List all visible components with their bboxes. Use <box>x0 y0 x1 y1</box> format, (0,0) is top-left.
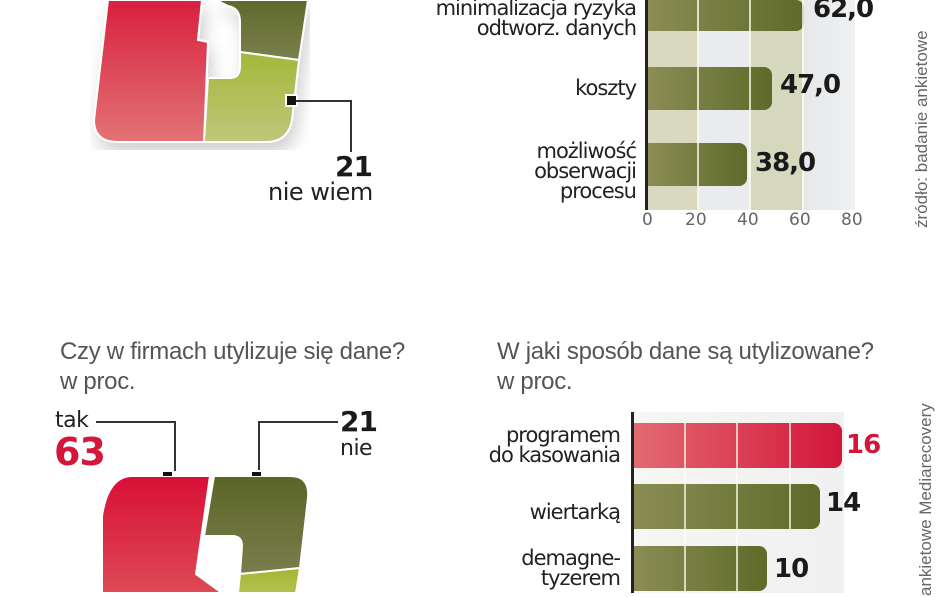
x-tick-80: 80 <box>841 210 863 230</box>
label-line: demagne- <box>521 546 621 570</box>
bottom-left-shape-chart <box>100 475 320 594</box>
category-label-programem: programem do kasowania <box>420 423 621 467</box>
bottom-left-title: Czy w firmach utylizuje się dane? w proc… <box>60 337 405 397</box>
chart-title: W jaki sposób dane są utylizowane? <box>497 338 874 365</box>
label-line: do kasowania <box>488 443 621 467</box>
gridline-2 <box>736 423 738 593</box>
value-minimalizacja: 62,0 <box>813 0 874 24</box>
category-label-minimalizacja: minimalizacja ryzyka odtworz. danych <box>376 0 637 40</box>
chart-subtitle: w proc. <box>497 368 573 395</box>
bar-minimalizacja <box>648 0 804 31</box>
gridline-40 <box>749 0 751 210</box>
chart-title: Czy w firmach utylizuje się dane? <box>60 338 405 365</box>
label-line: odtworz. danych <box>476 16 637 40</box>
value-mozliwosc: 38,0 <box>755 148 816 178</box>
value-demagnetyzerem: 10 <box>774 554 809 584</box>
bar-programem <box>634 423 842 468</box>
bar-wiertarka <box>634 484 820 529</box>
source-note-top: źródło: badanie ankietowe <box>912 30 931 228</box>
tak-label: tak <box>55 408 89 433</box>
nie-wiem-leader-line <box>296 100 352 152</box>
gridline-1 <box>684 423 686 593</box>
gridline-60 <box>802 0 804 210</box>
category-label-demagnetyzerem: demagne- tyzerem <box>420 546 621 590</box>
label-line: tyzerem <box>540 566 621 590</box>
category-label-koszty: koszty <box>436 76 637 100</box>
value-wiertarka: 14 <box>826 488 861 518</box>
x-tick-20: 20 <box>685 210 707 230</box>
x-tick-60: 60 <box>789 210 811 230</box>
gridline-3 <box>789 423 791 529</box>
nie-leader-line <box>258 421 338 471</box>
x-tick-0: 0 <box>642 210 653 230</box>
nie-wiem-label: nie wiem <box>268 178 373 206</box>
tak-value: 63 <box>54 430 106 474</box>
nie-value: 21 <box>340 405 378 438</box>
category-label-wiertarka: wiertarką <box>420 500 621 524</box>
label-line: procesu <box>559 179 637 203</box>
gridline-20 <box>697 0 699 210</box>
category-label-mozliwosc: możliwość obserwacji procesu <box>436 139 637 203</box>
label-line: obserwacji <box>534 159 637 183</box>
shape-chart-graphic <box>101 475 310 594</box>
nie-wiem-marker <box>285 94 298 107</box>
bar-koszty <box>648 67 772 110</box>
bar-demagnetyzerem <box>634 546 767 591</box>
shape-chart-graphic <box>92 0 310 143</box>
nie-wiem-value: 21 <box>335 150 373 183</box>
label-line: koszty <box>575 76 637 100</box>
value-programem: 16 <box>846 430 881 460</box>
label-line: możliwość <box>536 139 637 163</box>
label-line: minimalizacja ryzyka <box>435 0 637 20</box>
band-60-80 <box>803 0 855 210</box>
chart-subtitle: w proc. <box>60 368 136 395</box>
tak-leader-line <box>96 421 176 471</box>
bottom-right-title: W jaki sposób dane są utylizowane? w pro… <box>497 337 874 397</box>
label-line: programem <box>505 423 621 447</box>
x-tick-40: 40 <box>737 210 759 230</box>
label-line: wiertarką <box>529 500 621 524</box>
nie-label: nie <box>340 436 373 461</box>
y-axis-line <box>631 412 634 593</box>
top-left-shape-chart <box>90 0 310 150</box>
value-koszty: 47,0 <box>780 70 841 100</box>
source-note-bottom: ankietowe Mediarecovery <box>916 403 935 596</box>
y-axis-line <box>645 0 648 210</box>
